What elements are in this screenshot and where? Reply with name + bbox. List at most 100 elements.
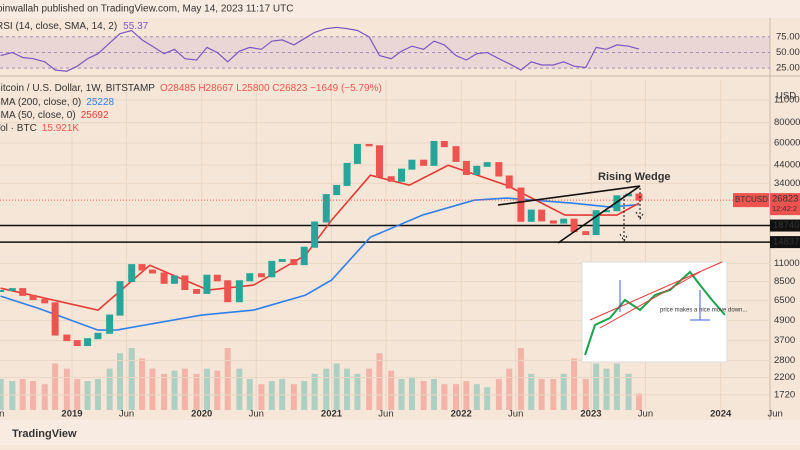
volume-bar	[41, 384, 48, 410]
legend-part: Vol · BTC	[0, 123, 37, 134]
candle	[311, 221, 319, 248]
y-tick-label: 1720	[774, 389, 795, 400]
volume-bar	[268, 381, 275, 410]
candle	[224, 280, 232, 303]
candle	[398, 168, 406, 182]
rsi-tick-label: 50.00	[776, 47, 800, 58]
volume-bar	[30, 381, 37, 410]
y-tick-label: 11000	[774, 258, 800, 269]
candle	[452, 146, 460, 162]
x-tick-label: Jun	[249, 409, 264, 420]
symbol-label: BTCUSD	[735, 195, 768, 204]
candle	[495, 162, 503, 177]
y-tick-label: 34000	[774, 178, 800, 189]
volume-bar	[593, 363, 600, 410]
y-tick-label: 110000	[774, 95, 800, 106]
candle	[560, 218, 568, 224]
candle	[106, 314, 114, 334]
volume-bar	[161, 373, 168, 410]
y-tick-label: 60000	[774, 138, 800, 149]
candle	[73, 340, 81, 347]
candle	[387, 176, 395, 182]
legend-part: 25228	[86, 97, 114, 108]
volume-bar	[9, 381, 16, 410]
volume-bar	[84, 381, 91, 410]
candle	[527, 209, 535, 222]
candle	[170, 275, 178, 284]
rsi-tick-label: 25.00	[776, 63, 800, 74]
volume-bar	[453, 384, 460, 410]
level-tag	[770, 236, 800, 249]
volume-bar	[528, 373, 535, 410]
candle	[375, 145, 383, 178]
candle	[148, 269, 156, 274]
y-tick-label: 2200	[774, 372, 795, 383]
candle	[29, 294, 37, 301]
inset-text: price makes a nice move down...	[660, 308, 748, 314]
volume-bar	[52, 363, 59, 410]
volume-bar	[613, 363, 620, 410]
candle	[505, 175, 513, 189]
candle	[290, 259, 298, 266]
candle	[483, 162, 491, 167]
volume-bar	[171, 370, 178, 410]
level-label: 14837	[773, 237, 799, 248]
candle	[41, 299, 49, 304]
candle	[278, 259, 286, 262]
volume-bar	[571, 358, 578, 410]
legend-part: SMA (200, close, 0)	[0, 97, 81, 108]
volume-bar	[484, 387, 491, 410]
candle	[517, 187, 525, 222]
x-tick-label: 2023	[580, 409, 601, 420]
candle	[51, 302, 59, 336]
y-tick-label: 44000	[774, 160, 800, 171]
candle	[257, 273, 265, 278]
candle	[138, 264, 146, 271]
candle	[343, 162, 351, 186]
volume-bar	[203, 368, 210, 410]
candle	[193, 289, 201, 294]
x-tick-label: Jun	[768, 409, 783, 420]
volume-bar	[193, 373, 200, 410]
rsi-panel	[0, 26, 770, 72]
volume-bar	[441, 384, 448, 410]
y-tick-label: 8500	[774, 276, 795, 287]
x-tick-label: 2019	[61, 409, 82, 420]
volume-bar	[408, 376, 415, 410]
candle	[235, 280, 243, 303]
legend-line: SMA (200, close, 0) 25228	[0, 97, 115, 108]
candle	[440, 141, 448, 148]
symbol-tag	[733, 193, 769, 208]
volume-bar	[214, 370, 221, 410]
legend-line: Vol · BTC 15.921K	[0, 123, 79, 134]
legend-part: Bitcoin / U.S. Dollar, 1W, BITSTAMP	[0, 83, 155, 94]
candle	[430, 141, 438, 166]
rsi-name: RSI (14, close, SMA, 14, 2)	[0, 21, 117, 32]
y-tick-label: 3700	[774, 335, 795, 346]
legend-line: SMA (50, close, 0) 25692	[0, 110, 109, 121]
candle	[462, 160, 470, 175]
candle	[420, 159, 428, 166]
volume-bar	[376, 353, 383, 410]
candle	[94, 332, 102, 340]
rsi-line	[0, 26, 640, 72]
volume-bar	[603, 368, 610, 410]
volume-bar	[258, 384, 265, 410]
candle	[365, 143, 373, 147]
candle	[408, 159, 416, 170]
volume-bar	[420, 381, 427, 410]
legend-part: 15.921K	[42, 123, 80, 134]
x-tick-label: Jun	[119, 409, 134, 420]
volume-bar	[301, 381, 308, 410]
y-tick-label: 4900	[774, 315, 795, 326]
volume-bar	[117, 353, 124, 410]
candle	[268, 260, 276, 278]
inset: price makes a nice move down...	[581, 261, 748, 363]
candle	[213, 274, 221, 282]
header-bar	[0, 0, 800, 18]
volume-bar	[366, 368, 373, 410]
volume-bar	[388, 370, 395, 410]
countdown-label: 12:42:2	[772, 204, 797, 213]
candle	[84, 338, 92, 347]
